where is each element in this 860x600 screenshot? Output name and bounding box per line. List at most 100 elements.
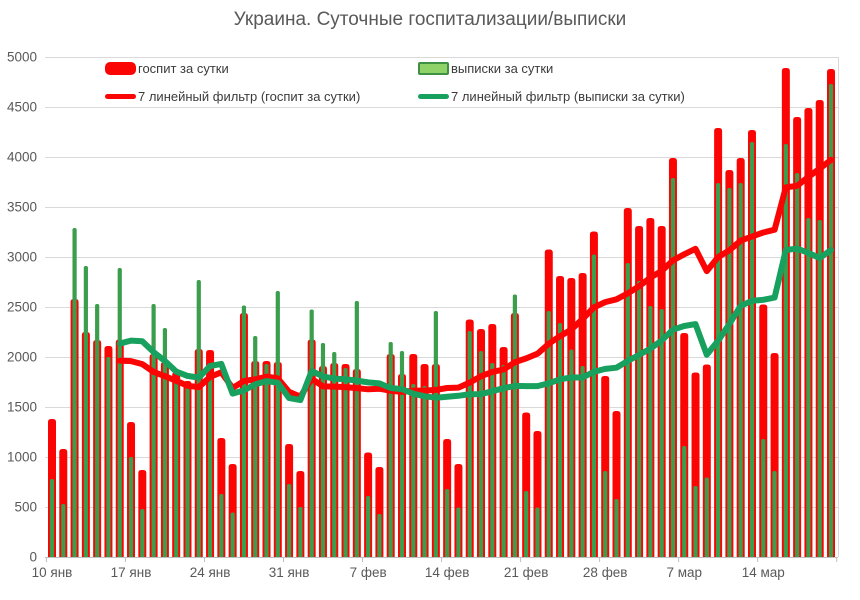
chart-title: Украина. Суточные госпитализации/выписки: [233, 9, 627, 30]
discharges-bar: [772, 471, 777, 557]
discharges-bar: [354, 301, 359, 557]
discharges-bar: [569, 349, 574, 557]
discharges-bar: [411, 384, 416, 557]
discharges-bar: [128, 457, 134, 557]
discharges-bar: [83, 266, 88, 557]
y-axis-label: 5000: [7, 50, 37, 65]
discharges-bar: [185, 387, 190, 557]
y-axis-labels: 0 500 1000 1500 2000 2500 3000 3500 4000 4500 5000: [7, 50, 37, 565]
discharges-bar: [140, 509, 145, 557]
y-axis-label: 1000: [7, 450, 37, 465]
x-axis: [45, 557, 838, 562]
x-axis-label: 14 мар: [742, 565, 785, 580]
discharges-bar: [535, 507, 540, 557]
y-axis-label: 3000: [7, 250, 37, 265]
discharges-bar: [648, 306, 653, 557]
discharges-bar: [727, 188, 732, 557]
hospitalizations-ma-line: [116, 156, 834, 400]
discharges-bar: [332, 352, 337, 557]
discharges-bar: [603, 471, 608, 557]
hospitalizations-bar-swatch-icon: [105, 62, 136, 75]
discharges-bar: [625, 263, 630, 557]
discharges-bar: [783, 144, 788, 557]
discharges-bar: [117, 268, 122, 557]
discharges-bar: [693, 486, 698, 557]
discharges-bar: [467, 331, 472, 557]
discharges-bar: [445, 489, 450, 557]
x-axis-label: 10 янв: [32, 565, 73, 580]
x-axis-label: 21 фев: [504, 565, 549, 580]
discharges-bar: [264, 364, 269, 557]
discharges-bar: [286, 484, 292, 557]
discharges-bar: [196, 280, 201, 557]
discharges-ma-line: [116, 245, 834, 403]
x-axis-labels: 10 янв 17 янв 24 янв 31 янв 7 фев 14 фев 21 фе…: [32, 565, 785, 580]
discharges-bar: [106, 357, 111, 557]
discharges-bar: [95, 304, 100, 557]
y-axis-label: 2500: [7, 300, 37, 315]
x-axis-label: 14 фев: [425, 565, 470, 580]
legend-item-discharges-filter-line: 7 линейный фильтр (выписки за сутки): [418, 89, 685, 104]
discharges-bar: [749, 142, 755, 557]
x-axis-label: 17 янв: [111, 565, 152, 580]
discharges-bar: [761, 439, 766, 557]
discharges-bar: [61, 504, 66, 557]
hospitalizations-line-swatch-icon: [105, 94, 136, 99]
discharges-bar: [422, 386, 427, 557]
discharges-bar: [72, 228, 77, 557]
discharges-bar: [343, 368, 348, 557]
discharges-bar: [557, 323, 563, 557]
x-axis-label: 7 фев: [350, 565, 387, 580]
discharges-bar: [49, 479, 55, 557]
discharges-bar-swatch-icon: [418, 62, 449, 75]
legend-label-discharges-filter: 7 линейный фильтр (выписки за сутки): [451, 89, 685, 104]
discharges-bar: [546, 311, 551, 557]
discharges-bar: [580, 366, 585, 557]
discharges-bar: [704, 477, 709, 557]
legend-label-hospitalizations: госпит за сутки: [138, 61, 229, 76]
discharges-bar: [275, 291, 280, 557]
x-axis-label: 28 фев: [583, 565, 628, 580]
discharges-bar: [377, 514, 382, 557]
discharges-bar: [433, 311, 438, 557]
discharges-bar: [490, 363, 495, 557]
discharges-bar: [682, 446, 687, 557]
discharges-bar: [591, 254, 597, 557]
y-axis-label: 500: [14, 500, 37, 515]
discharges-bar: [670, 178, 676, 557]
x-axis-label: 31 янв: [269, 565, 310, 580]
discharges-bar: [174, 378, 179, 557]
discharges-bar: [388, 342, 393, 557]
discharges-bar: [524, 491, 529, 557]
legend-item-hospitalizations-bar: госпит за сутки: [105, 61, 229, 76]
discharges-bar: [716, 183, 721, 557]
discharges-bar: [162, 328, 167, 557]
discharges-bar: [478, 351, 484, 557]
discharges-bar: [828, 84, 834, 557]
discharges-bar: [795, 173, 800, 557]
discharges-bar: [151, 304, 156, 557]
discharges-bar: [738, 183, 743, 557]
legend-item-hospitalizations-filter-line: 7 линейный фильтр (госпит за сутки): [105, 89, 360, 104]
discharges-bar: [253, 336, 258, 557]
discharges-bar: [806, 218, 811, 557]
discharges-bar: [366, 496, 371, 557]
discharges-bar: [219, 494, 224, 557]
y-axis-label: 1500: [7, 400, 37, 415]
x-axis-label: 7 мар: [666, 565, 702, 580]
discharges-bar: [636, 281, 642, 557]
discharges-bar: [207, 376, 213, 557]
y-axis-label: 2000: [7, 350, 37, 365]
discharges-line-swatch-icon: [418, 94, 449, 99]
discharges-bar: [399, 351, 405, 557]
x-axis-label: 24 янв: [190, 565, 231, 580]
discharges-bar: [817, 220, 822, 557]
discharges-bar: [456, 507, 461, 557]
y-axis-label: 0: [29, 550, 37, 565]
legend-label-hospitalizations-filter: 7 линейный фильтр (госпит за сутки): [138, 89, 361, 104]
discharges-bar: [309, 309, 314, 557]
legend-label-discharges: выписки за сутки: [451, 61, 554, 76]
discharges-bar: [614, 499, 619, 557]
